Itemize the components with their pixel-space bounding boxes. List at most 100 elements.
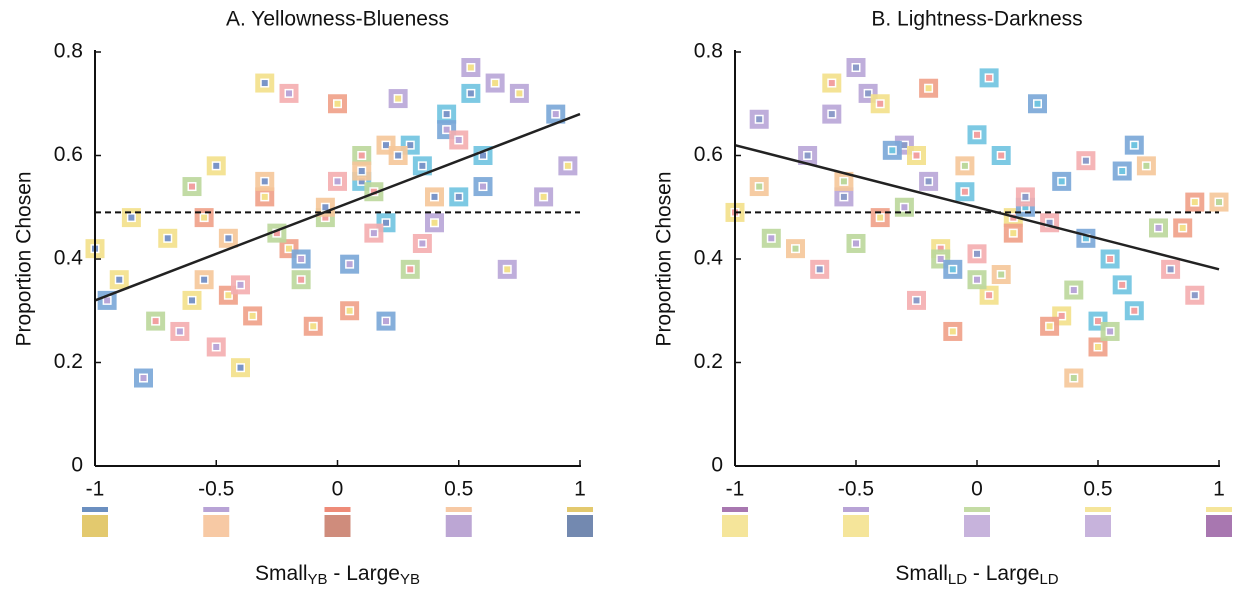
point-core (552, 111, 559, 118)
point-core (1095, 318, 1101, 325)
point-core (986, 74, 993, 81)
x-tick-label: 1 (574, 478, 586, 501)
point-core (1046, 323, 1053, 330)
point-core (395, 95, 402, 102)
point-core (334, 178, 341, 185)
point-core (407, 266, 414, 273)
point-core (564, 162, 571, 169)
swatch-top (82, 507, 108, 512)
panel: A. Yellowness-Blueness Proportion Chosen S… (13, 8, 593, 588)
point-core (925, 178, 932, 185)
x-axis-label-part: - Large (328, 562, 400, 585)
point-core (225, 235, 232, 242)
swatch-top (964, 507, 990, 512)
x-tick-label: 0 (332, 478, 344, 501)
y-tick-label: 0.6 (54, 143, 83, 166)
x-axis-label-part: - Large (967, 562, 1039, 585)
point-core (853, 240, 859, 247)
point-core (828, 111, 835, 118)
x-axis-label-subscript: LD (1039, 571, 1058, 588)
point-core (128, 214, 135, 221)
swatch-top (567, 507, 593, 512)
swatch-bottom (722, 515, 748, 537)
point-core (974, 131, 980, 138)
point-core (370, 188, 377, 195)
point-core (877, 100, 884, 107)
point-core (1119, 281, 1126, 288)
x-tick-label: -0.5 (838, 478, 874, 501)
point-core (261, 193, 268, 200)
point-core (1058, 312, 1065, 319)
x-tick-label: 1 (1213, 478, 1225, 501)
point-core (1082, 235, 1089, 242)
point-core (480, 183, 486, 190)
x-axis-label-part: Small (255, 562, 308, 585)
point-core (913, 152, 920, 159)
point-core (286, 90, 292, 97)
point-core (937, 245, 944, 252)
point-core (516, 90, 523, 97)
point-core (116, 276, 123, 283)
point-core (540, 193, 547, 200)
swatch-bottom (1206, 515, 1232, 537)
point-core (1167, 266, 1174, 273)
point-core (383, 219, 389, 226)
point-core (201, 276, 208, 283)
point-core (877, 214, 884, 221)
point-core (961, 188, 968, 195)
point-core (358, 178, 365, 185)
point-core (201, 214, 208, 221)
point-core (176, 328, 183, 335)
swatch-bottom (567, 515, 593, 537)
swatch-bottom (324, 515, 351, 537)
point-core (322, 204, 329, 211)
swatch-top (1206, 507, 1232, 512)
point-core (986, 292, 993, 299)
point-core (383, 318, 389, 325)
point-core (949, 266, 956, 273)
panel: B. Lightness-Darkness Proportion Chosen Sm… (653, 8, 1232, 588)
x-axis-label: SmallYB - LargeYB (255, 562, 420, 588)
point-core (1070, 287, 1077, 294)
point-core (261, 178, 268, 185)
point-core (1022, 193, 1029, 200)
point-core (1022, 204, 1029, 211)
point-core (249, 312, 256, 319)
point-core (431, 219, 438, 226)
point-core (298, 276, 305, 283)
point-core (840, 178, 847, 185)
point-core (383, 142, 389, 149)
point-core (358, 168, 365, 175)
x-tick-label: -1 (86, 478, 105, 501)
point-core (949, 328, 956, 335)
point-core (1010, 230, 1017, 237)
point-core (261, 80, 268, 87)
point-core (840, 193, 847, 200)
point-core (1131, 142, 1138, 149)
point-core (286, 245, 292, 252)
y-tick-label: 0.2 (694, 350, 723, 373)
swatch-top (445, 507, 472, 512)
point-core (998, 271, 1005, 278)
point-core (974, 276, 980, 283)
chart-title: B. Lightness-Darkness (871, 8, 1082, 31)
chart-title: A. Yellowness-Blueness (226, 8, 449, 31)
point-core (273, 230, 280, 237)
point-core (1046, 219, 1053, 226)
y-axis-label: Proportion Chosen (13, 171, 36, 346)
y-axis-label: Proportion Chosen (653, 171, 676, 346)
x-tick-label: 0.5 (444, 478, 473, 501)
point-core (865, 90, 872, 97)
swatch-bottom (203, 515, 230, 537)
point-core (998, 152, 1005, 159)
y-tick-label: 0.4 (54, 247, 84, 270)
point-core (164, 235, 171, 242)
point-core (792, 245, 799, 252)
x-tick-label: -0.5 (198, 478, 234, 501)
swatch-top (203, 507, 230, 512)
point-core (816, 266, 823, 273)
point-core (407, 142, 414, 149)
swatch-top (843, 507, 869, 512)
swatch-top (1085, 507, 1111, 512)
